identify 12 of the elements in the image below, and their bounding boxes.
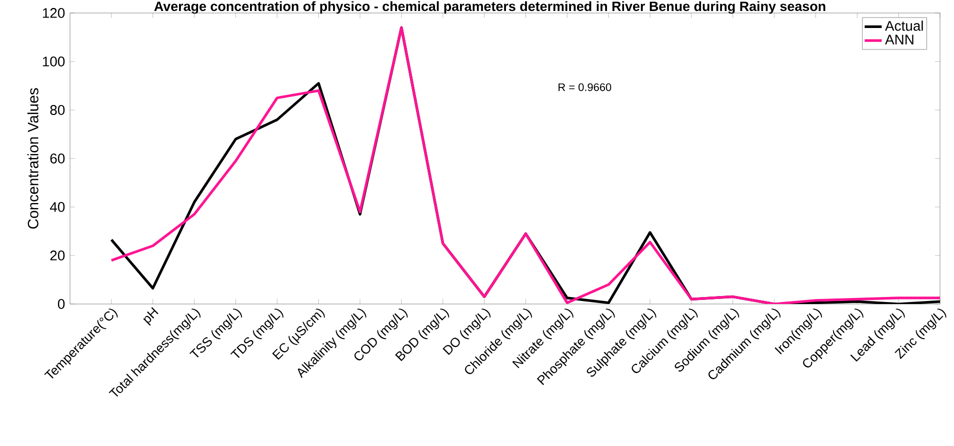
y-tick-label: 0 [58,299,65,309]
y-tick-label: 40 [50,202,65,212]
annotation: R = 0.9660 [558,83,612,92]
legend-label: Actual [885,20,923,31]
chart-title: Average concentration of physico - chemical parameters determined in River Benue during Rainy season [154,1,826,14]
y-tick-label: 120 [42,8,65,18]
y-axis-title: Concentration Values [27,88,38,229]
y-tick-label: 20 [50,250,65,260]
legend-label: ANN [885,34,914,44]
y-tick-label: 80 [50,105,65,115]
y-tick-label: 60 [50,154,65,164]
y-tick-label: 100 [42,56,65,66]
